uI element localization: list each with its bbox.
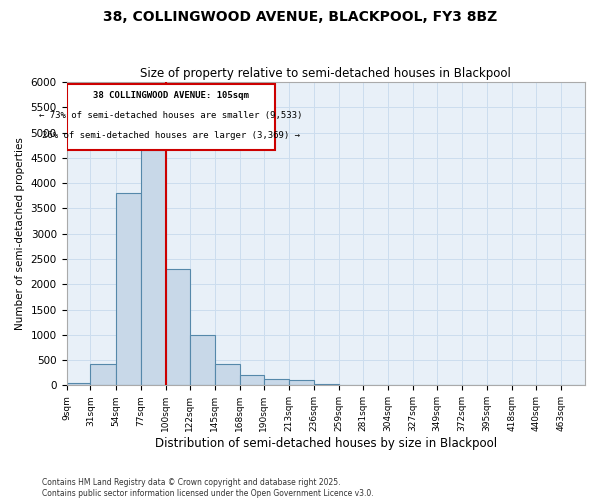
Bar (263, 380, 289, 386)
Bar (140, 150, 166, 386)
Text: ← 73% of semi-detached houses are smaller (9,533): ← 73% of semi-detached houses are smalle… (39, 111, 302, 120)
Bar (240, 375, 263, 386)
Bar (314, 384, 339, 386)
Bar (67, 383, 91, 386)
X-axis label: Distribution of semi-detached houses by size in Blackpool: Distribution of semi-detached houses by … (155, 437, 497, 450)
Bar (289, 380, 314, 386)
Bar (166, 269, 190, 386)
Text: 38, COLLINGWOOD AVENUE, BLACKPOOL, FY3 8BZ: 38, COLLINGWOOD AVENUE, BLACKPOOL, FY3 8… (103, 10, 497, 24)
Y-axis label: Number of semi-detached properties: Number of semi-detached properties (15, 138, 25, 330)
Bar (215, 364, 240, 386)
Text: Contains HM Land Registry data © Crown copyright and database right 2025.
Contai: Contains HM Land Registry data © Crown c… (42, 478, 374, 498)
Bar (67, 84, 275, 150)
Bar (190, 336, 215, 386)
Text: 38 COLLINGWOOD AVENUE: 105sqm: 38 COLLINGWOOD AVENUE: 105sqm (92, 90, 248, 100)
Bar (116, 194, 140, 386)
Text: 26% of semi-detached houses are larger (3,369) →: 26% of semi-detached houses are larger (… (41, 131, 299, 140)
Bar (91, 364, 116, 386)
Title: Size of property relative to semi-detached houses in Blackpool: Size of property relative to semi-detach… (140, 66, 511, 80)
